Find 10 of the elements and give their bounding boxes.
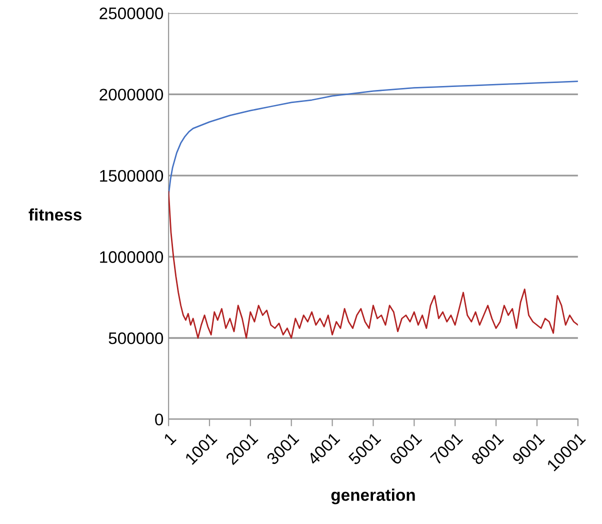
y-tick-label: 1500000 <box>100 170 164 182</box>
y-tick-label: 500000 <box>108 332 164 344</box>
y-tick-label: 0 <box>155 414 164 426</box>
y-axis-title: fitness <box>28 208 82 221</box>
x-axis-title: generation <box>331 488 415 504</box>
line-series <box>168 191 578 339</box>
y-tick-label: 2500000 <box>100 8 164 20</box>
y-tick-label: 2000000 <box>100 88 164 101</box>
x-tick-label: 1 <box>163 432 177 446</box>
y-tick-label: 1000000 <box>100 251 164 263</box>
